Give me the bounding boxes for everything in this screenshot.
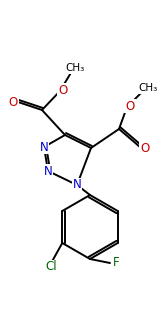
Text: N: N: [73, 179, 81, 192]
Text: N: N: [40, 141, 48, 154]
Text: CH₃: CH₃: [65, 63, 85, 73]
Text: N: N: [44, 164, 52, 177]
Text: O: O: [140, 142, 150, 154]
Text: Cl: Cl: [45, 260, 57, 273]
Text: F: F: [113, 256, 119, 269]
Text: O: O: [58, 83, 68, 96]
Text: O: O: [125, 99, 135, 112]
Text: CH₃: CH₃: [138, 83, 158, 93]
Text: O: O: [8, 95, 18, 108]
